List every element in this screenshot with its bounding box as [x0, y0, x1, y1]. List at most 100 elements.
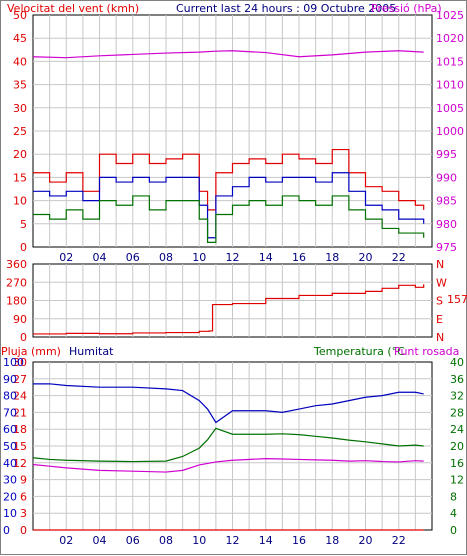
pressure-tick-label: 1000	[436, 125, 464, 138]
rain-tick-label: 9	[20, 474, 27, 487]
wind-tick-label: 15	[13, 171, 27, 184]
rain-tick-label: 30	[13, 356, 27, 369]
pressure-tick-label: 1005	[436, 102, 464, 115]
temperature-tick-label: 8	[450, 490, 457, 503]
wind-x-tick-label: 06	[126, 251, 140, 264]
humidity-x-tick-label: 14	[259, 534, 273, 547]
wind-tick-label: 40	[13, 55, 27, 68]
humidity-x-tick-label: 12	[226, 534, 240, 547]
compass-tick-label: N	[436, 331, 444, 344]
wind-tick-label: 45	[13, 32, 27, 45]
wind-series	[33, 148, 425, 211]
humidity-x-tick-label: 02	[59, 534, 73, 547]
rain-tick-label: 21	[13, 406, 27, 419]
humidity-tick-label: 100	[3, 356, 24, 369]
pressure-tick-label: 975	[436, 241, 457, 254]
pressure-tick-label: 1020	[436, 32, 464, 45]
humidity-x-tick-label: 16	[292, 534, 306, 547]
pressure-series	[32, 50, 424, 59]
wind-x-tick-label: 16	[292, 251, 306, 264]
humidity-tick-label: 90	[3, 373, 17, 386]
direction-tick-label: 180	[6, 295, 27, 308]
temperature-series	[32, 427, 424, 463]
temperature-tick-label: 12	[450, 474, 464, 487]
pressure-tick-label: 990	[436, 171, 457, 184]
humidity-x-tick-label: 22	[392, 534, 406, 547]
chart-title: Current last 24 hours : 09 Octubre 2005	[176, 2, 396, 15]
humidity-x-tick-label: 04	[93, 534, 107, 547]
wind-tick-label: 0	[20, 241, 27, 254]
compass-tick-label: W	[436, 276, 447, 289]
wind-x-tick-label: 22	[392, 251, 406, 264]
wind-x-tick-label: 14	[259, 251, 273, 264]
wind-tick-label: 35	[13, 79, 27, 92]
temperature-tick-label: 16	[450, 457, 464, 470]
humidity-label: Humitat	[69, 345, 114, 358]
humidity-x-tick-label: 18	[325, 534, 339, 547]
wind-axis-label: Velocitat del vent (kmh)	[7, 2, 139, 15]
humidity-tick-label: 70	[3, 406, 17, 419]
pressure-tick-label: 1025	[436, 9, 464, 22]
rain-tick-label: 15	[13, 440, 27, 453]
direction-tick-label: 360	[6, 258, 27, 271]
wind-x-tick-label: 18	[325, 251, 339, 264]
humidity-x-tick-label: 08	[159, 534, 173, 547]
humidity-tick-label: 40	[3, 457, 17, 470]
wind-x-tick-label: 12	[226, 251, 240, 264]
direction-tick-label: 0	[20, 331, 27, 344]
dewpoint-series	[32, 457, 424, 473]
rain-tick-label: 6	[20, 490, 27, 503]
rain-tick-label: 18	[13, 423, 27, 436]
rain-tick-label: 27	[13, 373, 27, 386]
wind-series	[33, 172, 425, 239]
compass-tick-label: E	[436, 313, 443, 326]
wind-tick-label: 25	[13, 125, 27, 138]
temperature-tick-label: 36	[450, 373, 464, 386]
wind-tick-label: 30	[13, 102, 27, 115]
temperature-tick-label: 20	[450, 440, 464, 453]
temperature-tick-label: 28	[450, 406, 464, 419]
temperature-tick-label: 40	[450, 356, 464, 369]
wind-x-tick-label: 04	[93, 251, 107, 264]
wind-direction-current-value: 157	[447, 293, 467, 306]
temperature-tick-label: 32	[450, 390, 464, 403]
compass-tick-label: S	[436, 295, 443, 308]
wind-tick-label: 20	[13, 148, 27, 161]
direction-tick-label: 90	[13, 313, 27, 326]
wind-x-tick-label: 02	[59, 251, 73, 264]
rain-tick-label: 24	[13, 390, 27, 403]
humidity-series	[33, 383, 424, 424]
humidity-tick-label: 0	[3, 524, 10, 537]
humidity-tick-label: 30	[3, 474, 17, 487]
temperature-tick-label: 4	[450, 507, 457, 520]
temperature-tick-label: 0	[450, 524, 457, 537]
wind-tick-label: 5	[20, 218, 27, 231]
wind-tick-label: 10	[13, 195, 27, 208]
rain-tick-label: 12	[13, 457, 27, 470]
pressure-tick-label: 985	[436, 195, 457, 208]
humidity-x-tick-label: 06	[126, 534, 140, 547]
humidity-tick-label: 10	[3, 507, 17, 520]
wind-x-tick-label: 10	[192, 251, 206, 264]
compass-tick-label: N	[436, 258, 444, 271]
wind-x-tick-label: 08	[159, 251, 173, 264]
temperature-tick-label: 24	[450, 423, 464, 436]
direction-series	[33, 284, 425, 335]
wind-tick-label: 50	[13, 9, 27, 22]
pressure-tick-label: 1010	[436, 79, 464, 92]
rain-tick-label: 3	[20, 507, 27, 520]
temperature-label: Temperatura (°C	[313, 345, 405, 358]
humidity-x-tick-label: 20	[359, 534, 373, 547]
dewpoint-label: Punt rosada	[394, 345, 459, 358]
direction-tick-label: 270	[6, 276, 27, 289]
pressure-tick-label: 1015	[436, 55, 464, 68]
wind-series	[33, 195, 425, 243]
humidity-tick-label: 60	[3, 423, 17, 436]
pressure-tick-label: 995	[436, 148, 457, 161]
wind-x-tick-label: 20	[359, 251, 373, 264]
rain-axis-label: Pluja (mm)	[1, 345, 61, 358]
pressure-axis-label: Pressió (hPa)	[371, 2, 442, 15]
humidity-tick-label: 50	[3, 440, 17, 453]
